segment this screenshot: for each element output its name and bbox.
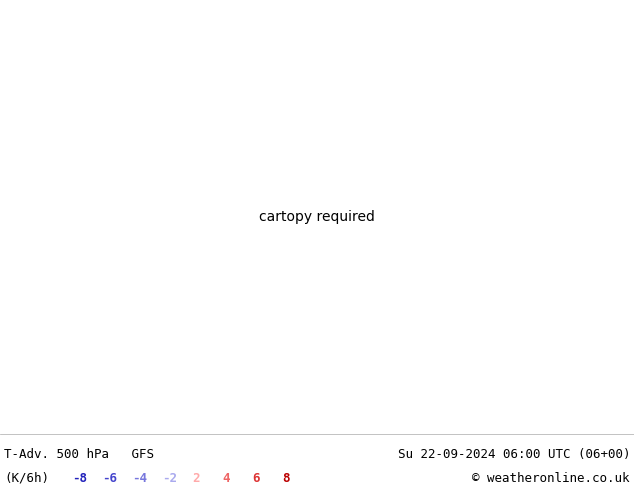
Text: Su 22-09-2024 06:00 UTC (06+00): Su 22-09-2024 06:00 UTC (06+00) (398, 448, 630, 461)
Text: © weatheronline.co.uk: © weatheronline.co.uk (472, 472, 630, 485)
Text: T-Adv. 500 hPa   GFS: T-Adv. 500 hPa GFS (4, 448, 154, 461)
Text: 8: 8 (282, 472, 290, 485)
Text: 4: 4 (222, 472, 230, 485)
Text: 6: 6 (252, 472, 259, 485)
Text: -4: -4 (132, 472, 147, 485)
Text: -6: -6 (102, 472, 117, 485)
Text: (K/6h): (K/6h) (4, 472, 49, 485)
Text: -8: -8 (72, 472, 87, 485)
Text: 2: 2 (192, 472, 200, 485)
Text: -2: -2 (162, 472, 177, 485)
Text: cartopy required: cartopy required (259, 210, 375, 224)
